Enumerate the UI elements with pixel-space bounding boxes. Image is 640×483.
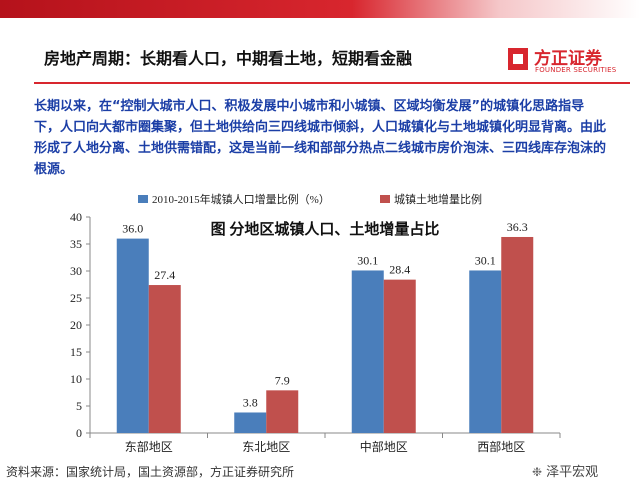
y-tick-label: 30 <box>70 264 82 278</box>
data-label: 36.0 <box>122 222 143 236</box>
watermark: ❉ 泽平宏观 <box>532 461 598 480</box>
y-tick-label: 15 <box>70 345 82 359</box>
y-tick-label: 0 <box>76 426 82 440</box>
wechat-icon: ❉ <box>532 465 543 479</box>
data-label: 28.4 <box>389 263 410 277</box>
data-label: 7.9 <box>275 373 290 387</box>
legend-label-population: 2010-2015年城镇人口增量比例（%） <box>152 192 330 206</box>
y-tick-label: 35 <box>70 237 82 251</box>
bar-population <box>351 270 384 433</box>
bar-population <box>234 412 267 433</box>
summary-text: 长期以来，在“控制大城市人口、积极发展中小城市和小城镇、区域均衡发展”的城镇化思… <box>34 99 607 177</box>
bar-land <box>501 236 534 433</box>
y-tick-label: 40 <box>70 210 82 224</box>
legend-swatch-land <box>380 195 390 203</box>
title-divider <box>34 82 630 84</box>
x-tick-label: 东北地区 <box>242 440 290 454</box>
logo-name-en: FOUNDER SECURITIES <box>535 66 617 74</box>
data-label: 3.8 <box>243 395 258 409</box>
data-label: 27.4 <box>154 268 175 282</box>
source-note: 资料来源：国家统计局，国土资源部，方正证券研究所 <box>6 465 295 479</box>
legend-swatch-population <box>138 195 148 203</box>
watermark-text: 泽平宏观 <box>546 465 599 480</box>
y-tick-label: 5 <box>76 399 82 413</box>
y-tick-label: 20 <box>70 318 82 332</box>
founder-logo-icon <box>508 48 528 70</box>
chart-title: 图 分地区城镇人口、土地增量占比 <box>211 220 440 238</box>
slide-title: 房地产周期：长期看人口，中期看土地，短期看金融 <box>44 49 413 68</box>
data-label: 36.3 <box>507 220 528 234</box>
top-banner <box>0 0 640 18</box>
bar-population <box>469 270 502 433</box>
y-tick-label: 25 <box>70 291 82 305</box>
bar-land <box>383 279 416 433</box>
bar-land <box>148 285 181 433</box>
data-label: 30.1 <box>475 253 496 267</box>
y-tick-label: 10 <box>70 372 82 386</box>
bar-land <box>266 390 299 433</box>
x-tick-label: 西部地区 <box>477 439 525 454</box>
bar-population <box>116 238 149 433</box>
x-tick-label: 东部地区 <box>125 439 173 454</box>
x-tick-label: 中部地区 <box>360 439 408 454</box>
legend-label-land: 城镇土地增量比例 <box>394 192 482 206</box>
logo-name-cn: 方正证券 <box>534 49 602 69</box>
founder-logo: 方正证券 FOUNDER SECURITIES <box>508 44 628 80</box>
data-label: 30.1 <box>357 253 378 267</box>
